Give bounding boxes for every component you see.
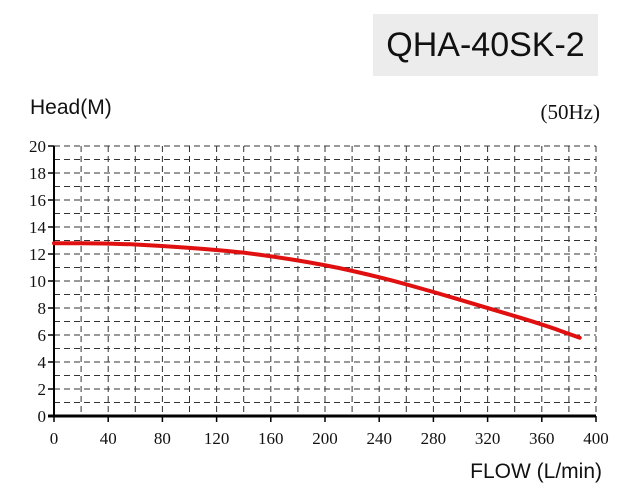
y-tick-label: 20: [29, 137, 46, 156]
x-tick-label: 40: [100, 429, 117, 448]
y-tick-label: 2: [38, 380, 47, 399]
x-tick-label: 400: [583, 429, 609, 448]
x-tick-label: 160: [258, 429, 284, 448]
x-tick-label: 320: [475, 429, 501, 448]
frequency-label: (50Hz): [540, 100, 600, 124]
y-tick-label: 8: [38, 299, 47, 318]
y-tick-label: 0: [38, 407, 47, 426]
y-tick-label: 6: [38, 326, 47, 345]
performance-curve: [52, 241, 582, 340]
x-tick-label: 240: [366, 429, 392, 448]
x-tick-label: 200: [312, 429, 338, 448]
y-tick-label: 10: [29, 272, 46, 291]
y-tick-label: 18: [29, 164, 46, 183]
x-tick-label: 0: [50, 429, 59, 448]
x-tick-label: 80: [154, 429, 171, 448]
y-tick-label: 16: [29, 191, 46, 210]
y-tick-label: 14: [29, 218, 47, 237]
x-tick-label: 280: [421, 429, 447, 448]
x-axis-label: FLOW (L/min): [470, 460, 602, 483]
y-tick-label: 12: [29, 245, 46, 264]
x-tick-label: 360: [529, 429, 555, 448]
chart-title: QHA-40SK-2: [373, 14, 598, 76]
y-tick-label: 4: [38, 353, 47, 372]
y-axis-label: Head(M): [30, 96, 112, 119]
x-tick-label: 120: [204, 429, 230, 448]
